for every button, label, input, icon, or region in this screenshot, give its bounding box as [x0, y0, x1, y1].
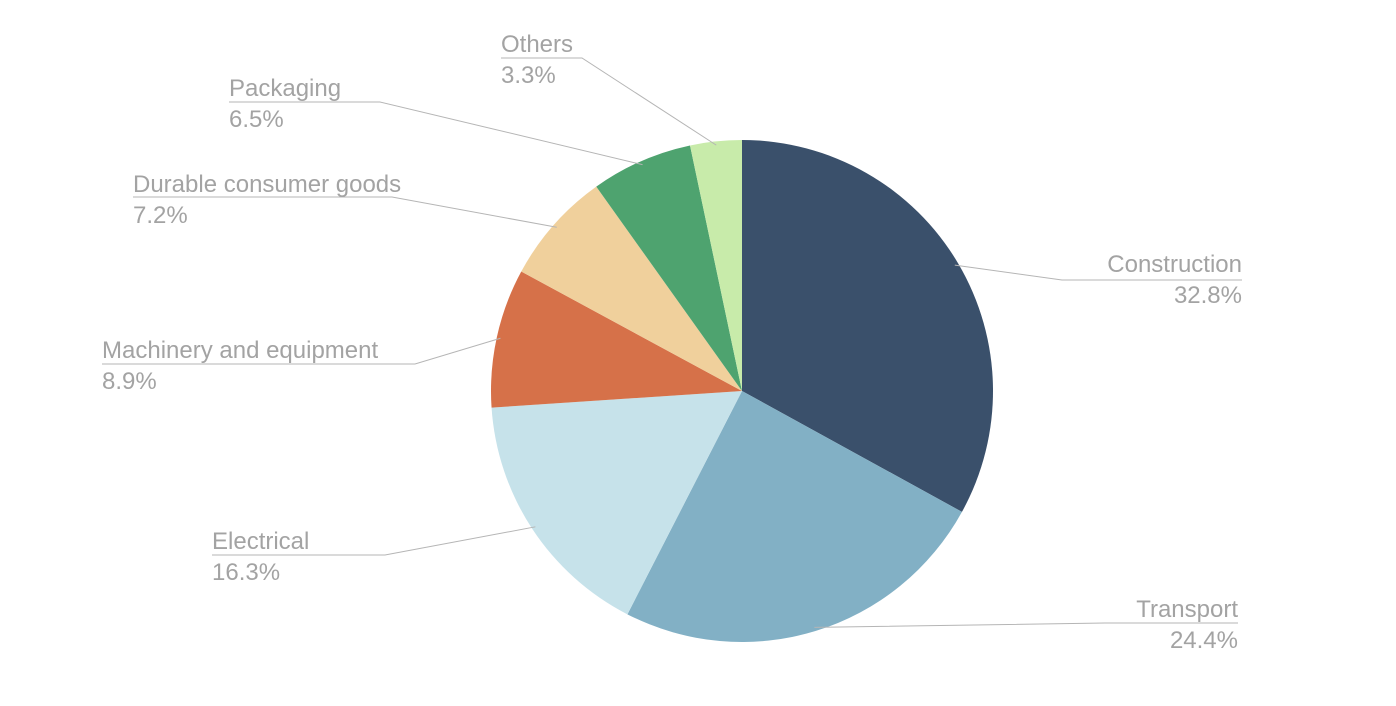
slice-label-durable-consumer-goods: Durable consumer goods	[133, 171, 401, 198]
slice-label-others: Others	[501, 31, 573, 58]
slice-label-packaging: Packaging	[229, 75, 341, 102]
leader-line-machinery-and-equipment	[102, 337, 501, 365]
slice-value-construction: 32.8%	[1174, 282, 1242, 309]
slice-value-transport: 24.4%	[1170, 627, 1238, 654]
pie-slice-machinery-and-equipment	[491, 271, 742, 408]
slice-labels: Construction 32.8% Transport 24.4% Electrica…	[102, 31, 1242, 654]
slice-value-electrical: 16.3%	[212, 559, 280, 586]
slice-label-transport: Transport	[1136, 596, 1238, 623]
slice-value-packaging: 6.5%	[229, 106, 284, 133]
leader-line-transport	[814, 622, 1238, 628]
leader-line-electrical	[212, 526, 536, 556]
pie-slice-durable-consumer-goods	[521, 186, 742, 391]
slice-value-machinery-and-equipment: 8.9%	[102, 368, 157, 395]
pie-slice-transport	[627, 391, 962, 642]
pie-slices	[491, 140, 994, 642]
pie-slice-others	[690, 140, 742, 391]
slice-label-construction: Construction	[1107, 251, 1242, 278]
slice-label-electrical: Electrical	[212, 528, 309, 555]
pie-slice-electrical	[491, 391, 742, 615]
slice-value-durable-consumer-goods: 7.2%	[133, 202, 188, 229]
leader-lines	[102, 57, 1242, 628]
slice-label-machinery-and-equipment: Machinery and equipment	[102, 337, 378, 364]
pie-slice-construction	[742, 140, 994, 512]
leader-line-others	[501, 57, 717, 146]
leader-line-durable-consumer-goods	[133, 196, 557, 228]
leader-line-packaging	[229, 101, 643, 166]
leader-line-construction	[954, 264, 1242, 281]
pie-slice-packaging	[596, 145, 742, 391]
slice-value-others: 3.3%	[501, 62, 556, 89]
